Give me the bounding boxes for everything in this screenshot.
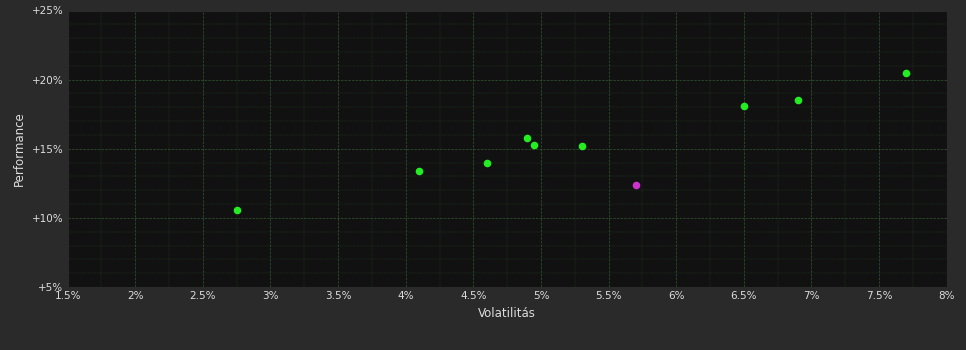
Point <box>574 143 589 149</box>
Point <box>790 98 806 103</box>
Point <box>479 160 495 166</box>
Point <box>526 142 542 147</box>
Point <box>412 168 427 174</box>
Point <box>898 70 914 76</box>
Point <box>628 182 643 188</box>
Y-axis label: Performance: Performance <box>14 111 26 186</box>
Point <box>229 207 244 212</box>
X-axis label: Volatilitás: Volatilitás <box>478 307 536 320</box>
Point <box>736 103 752 109</box>
Point <box>520 135 535 140</box>
